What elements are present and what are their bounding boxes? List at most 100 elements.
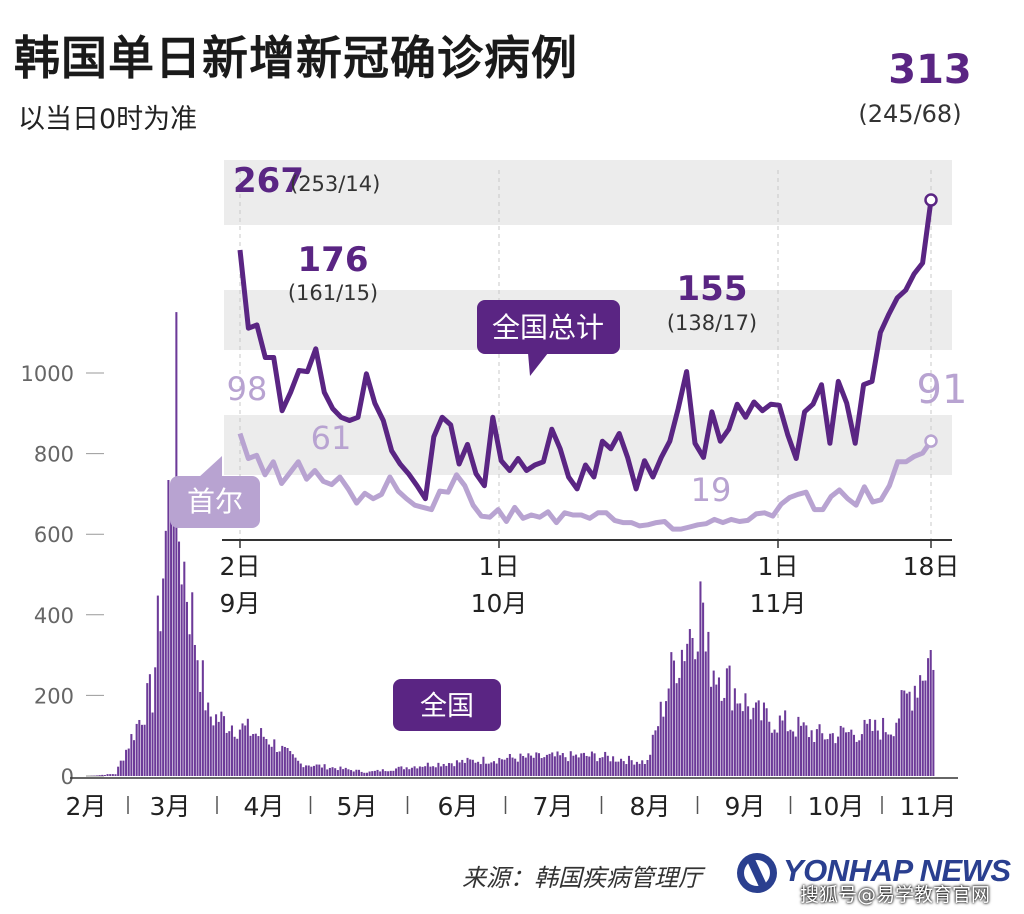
daily-bar (813, 742, 816, 776)
grid-band (224, 160, 952, 225)
daily-bar (363, 772, 366, 776)
daily-bar (696, 651, 699, 776)
daily-bar (167, 480, 170, 776)
daily-bar (635, 761, 638, 776)
daily-bar (236, 738, 239, 776)
daily-bar (834, 743, 837, 776)
daily-bar (498, 757, 501, 776)
daily-bar (702, 602, 705, 776)
daily-bar (267, 744, 271, 776)
daily-bar (829, 733, 832, 776)
daily-bar (413, 766, 416, 776)
daily-bar (233, 736, 236, 776)
date-tick-day: 1日 (758, 552, 799, 581)
daily-bar (410, 767, 413, 776)
daily-bar (723, 697, 726, 776)
daily-bar (368, 771, 371, 776)
daily-bar (222, 716, 226, 776)
daily-bar (519, 753, 522, 776)
daily-bar (365, 772, 368, 776)
daily-bar (638, 763, 641, 776)
daily-bar (633, 764, 636, 776)
daily-bar (463, 762, 466, 776)
daily-bar (620, 758, 623, 776)
daily-bar (903, 690, 906, 776)
daily-bar (101, 774, 104, 776)
daily-bar (760, 720, 763, 776)
daily-bar (556, 751, 559, 776)
daily-bar (334, 768, 337, 776)
daily-bar (135, 723, 138, 776)
daily-bar (360, 771, 363, 776)
daily-bar (381, 769, 384, 776)
daily-bar (733, 688, 736, 776)
daily-bar (927, 658, 930, 776)
national-badge (393, 679, 501, 731)
seoul-series-line (237, 432, 934, 532)
daily-bar (874, 719, 877, 776)
daily-bar (845, 732, 848, 776)
daily-bar (114, 774, 117, 776)
daily-bar (868, 719, 871, 776)
daily-bar (757, 700, 760, 776)
daily-bar (710, 686, 713, 776)
daily-bar (492, 761, 496, 776)
national-label-value: 267 (233, 161, 304, 201)
national-label-detail: (161/15) (288, 281, 378, 305)
daily-bar (530, 755, 533, 776)
daily-bar (106, 774, 109, 776)
daily-bar (540, 758, 543, 776)
daily-bar (905, 693, 908, 776)
daily-bar (929, 650, 932, 776)
daily-bar (180, 584, 183, 776)
daily-bar (461, 759, 464, 776)
daily-bar (111, 774, 114, 776)
daily-bar (265, 739, 268, 776)
daily-bar (183, 561, 186, 776)
daily-bar (228, 731, 231, 776)
daily-bar (371, 771, 374, 776)
daily-bar (246, 718, 249, 776)
daily-bar (707, 631, 710, 776)
daily-bar (821, 733, 824, 776)
daily-bar (331, 767, 334, 776)
daily-bar (847, 732, 850, 776)
daily-bar (617, 761, 620, 776)
daily-bar (289, 751, 292, 776)
daily-bar (582, 752, 586, 776)
daily-bar (185, 601, 188, 776)
daily-bar (860, 734, 863, 776)
daily-bar (675, 683, 678, 776)
daily-bar (913, 685, 916, 776)
daily-bar (143, 724, 146, 776)
daily-bar (421, 766, 424, 776)
daily-bar (212, 725, 215, 776)
month-tick-label: 6月 (438, 792, 479, 821)
daily-bar (241, 723, 244, 776)
daily-bar (352, 771, 355, 776)
daily-bar (339, 766, 342, 776)
daily-bar (694, 659, 697, 776)
daily-bar (278, 751, 281, 776)
daily-bar (755, 702, 758, 776)
daily-bar (506, 757, 509, 776)
daily-bar (326, 769, 329, 776)
daily-bar (305, 765, 308, 776)
daily-bar (164, 530, 167, 776)
yonhap-emblem-icon (737, 853, 777, 893)
daily-bar (667, 688, 670, 776)
daily-bar (781, 720, 784, 776)
daily-bar (400, 766, 403, 776)
daily-bar (434, 767, 437, 776)
daily-bar (323, 764, 326, 776)
daily-bar (596, 761, 599, 776)
daily-bar (850, 729, 853, 776)
daily-bar (895, 722, 898, 776)
daily-bar (297, 760, 300, 776)
daily-bar (283, 746, 286, 776)
daily-bar (879, 739, 882, 776)
date-tick-month: 11月 (750, 589, 807, 618)
daily-bar (670, 652, 673, 776)
daily-bar (320, 767, 323, 776)
daily-bar (728, 665, 731, 776)
